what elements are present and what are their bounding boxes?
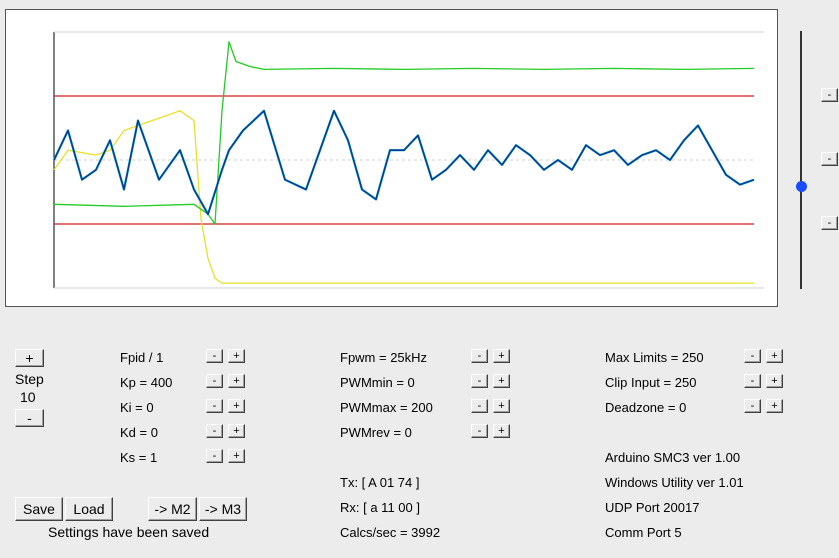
step-minus-button[interactable]: -	[15, 409, 44, 427]
step-value: 10	[20, 389, 36, 405]
param-fpid: Fpid / 1	[120, 350, 164, 365]
kp-minus-button[interactable]: -	[206, 374, 223, 388]
fpwm-minus-button[interactable]: -	[471, 349, 488, 363]
step-label: Step	[15, 371, 44, 387]
param-pwmmax: PWMmax = 200	[340, 400, 433, 415]
pwmrev-minus-button[interactable]: -	[471, 424, 488, 438]
kd-plus-button[interactable]: +	[228, 424, 245, 438]
param-ki: Ki = 0	[120, 400, 154, 415]
status-message: Settings have been saved	[48, 524, 210, 540]
deadzone-minus-button[interactable]: -	[744, 399, 761, 413]
save-button[interactable]: Save	[15, 497, 63, 521]
ki-minus-button[interactable]: -	[206, 399, 223, 413]
fpid-minus-button[interactable]: -	[206, 349, 223, 363]
rx-readout: Rx: [ a 11 00 ]	[340, 500, 420, 515]
fpwm-plus-button[interactable]: +	[493, 349, 510, 363]
side-button-2[interactable]: -	[821, 152, 838, 166]
slider-thumb[interactable]	[796, 181, 807, 192]
side-button-1[interactable]: -	[821, 88, 838, 102]
side-button-3[interactable]: -	[821, 216, 838, 230]
m3-button[interactable]: -> M3	[199, 497, 247, 521]
param-deadzone: Deadzone = 0	[605, 400, 687, 415]
arduino-version: Arduino SMC3 ver 1.00	[605, 450, 741, 465]
windows-version: Windows Utility ver 1.01	[605, 475, 744, 490]
plot-panel	[5, 9, 778, 307]
param-max-limits: Max Limits = 250	[605, 350, 704, 365]
param-pwmrev: PWMrev = 0	[340, 425, 412, 440]
pwmmin-plus-button[interactable]: +	[493, 374, 510, 388]
pwmmin-minus-button[interactable]: -	[471, 374, 488, 388]
slider-track[interactable]	[800, 31, 802, 289]
clip-input-plus-button[interactable]: +	[766, 374, 783, 388]
udp-port: UDP Port 20017	[605, 500, 700, 515]
deadzone-plus-button[interactable]: +	[766, 399, 783, 413]
response-chart	[52, 31, 764, 289]
kp-plus-button[interactable]: +	[228, 374, 245, 388]
comm-port: Comm Port 5	[605, 525, 682, 540]
m2-button[interactable]: -> M2	[148, 497, 197, 521]
param-ks: Ks = 1	[120, 450, 158, 465]
calcs-readout: Calcs/sec = 3992	[340, 525, 441, 540]
fpid-plus-button[interactable]: +	[228, 349, 245, 363]
target-series-line	[52, 109, 755, 216]
param-kp: Kp = 400	[120, 375, 173, 390]
pwmmax-plus-button[interactable]: +	[493, 399, 510, 413]
ki-plus-button[interactable]: +	[228, 399, 245, 413]
tx-readout: Tx: [ A 01 74 ]	[340, 475, 420, 490]
param-clip-input: Clip Input = 250	[605, 375, 697, 390]
ks-plus-button[interactable]: +	[228, 449, 245, 463]
param-kd: Kd = 0	[120, 425, 158, 440]
ks-minus-button[interactable]: -	[206, 449, 223, 463]
pwm-series-line	[53, 41, 755, 225]
clip-input-minus-button[interactable]: -	[744, 374, 761, 388]
step-plus-button[interactable]: +	[15, 349, 44, 367]
pwmmax-minus-button[interactable]: -	[471, 399, 488, 413]
pwmrev-plus-button[interactable]: +	[493, 424, 510, 438]
param-pwmmin: PWMmin = 0	[340, 375, 415, 390]
param-fpwm: Fpwm = 25kHz	[340, 350, 428, 365]
max-limits-minus-button[interactable]: -	[744, 349, 761, 363]
load-button[interactable]: Load	[65, 497, 113, 521]
kd-minus-button[interactable]: -	[206, 424, 223, 438]
max-limits-plus-button[interactable]: +	[766, 349, 783, 363]
position-series-line	[53, 110, 755, 215]
input-series-line	[53, 110, 754, 284]
